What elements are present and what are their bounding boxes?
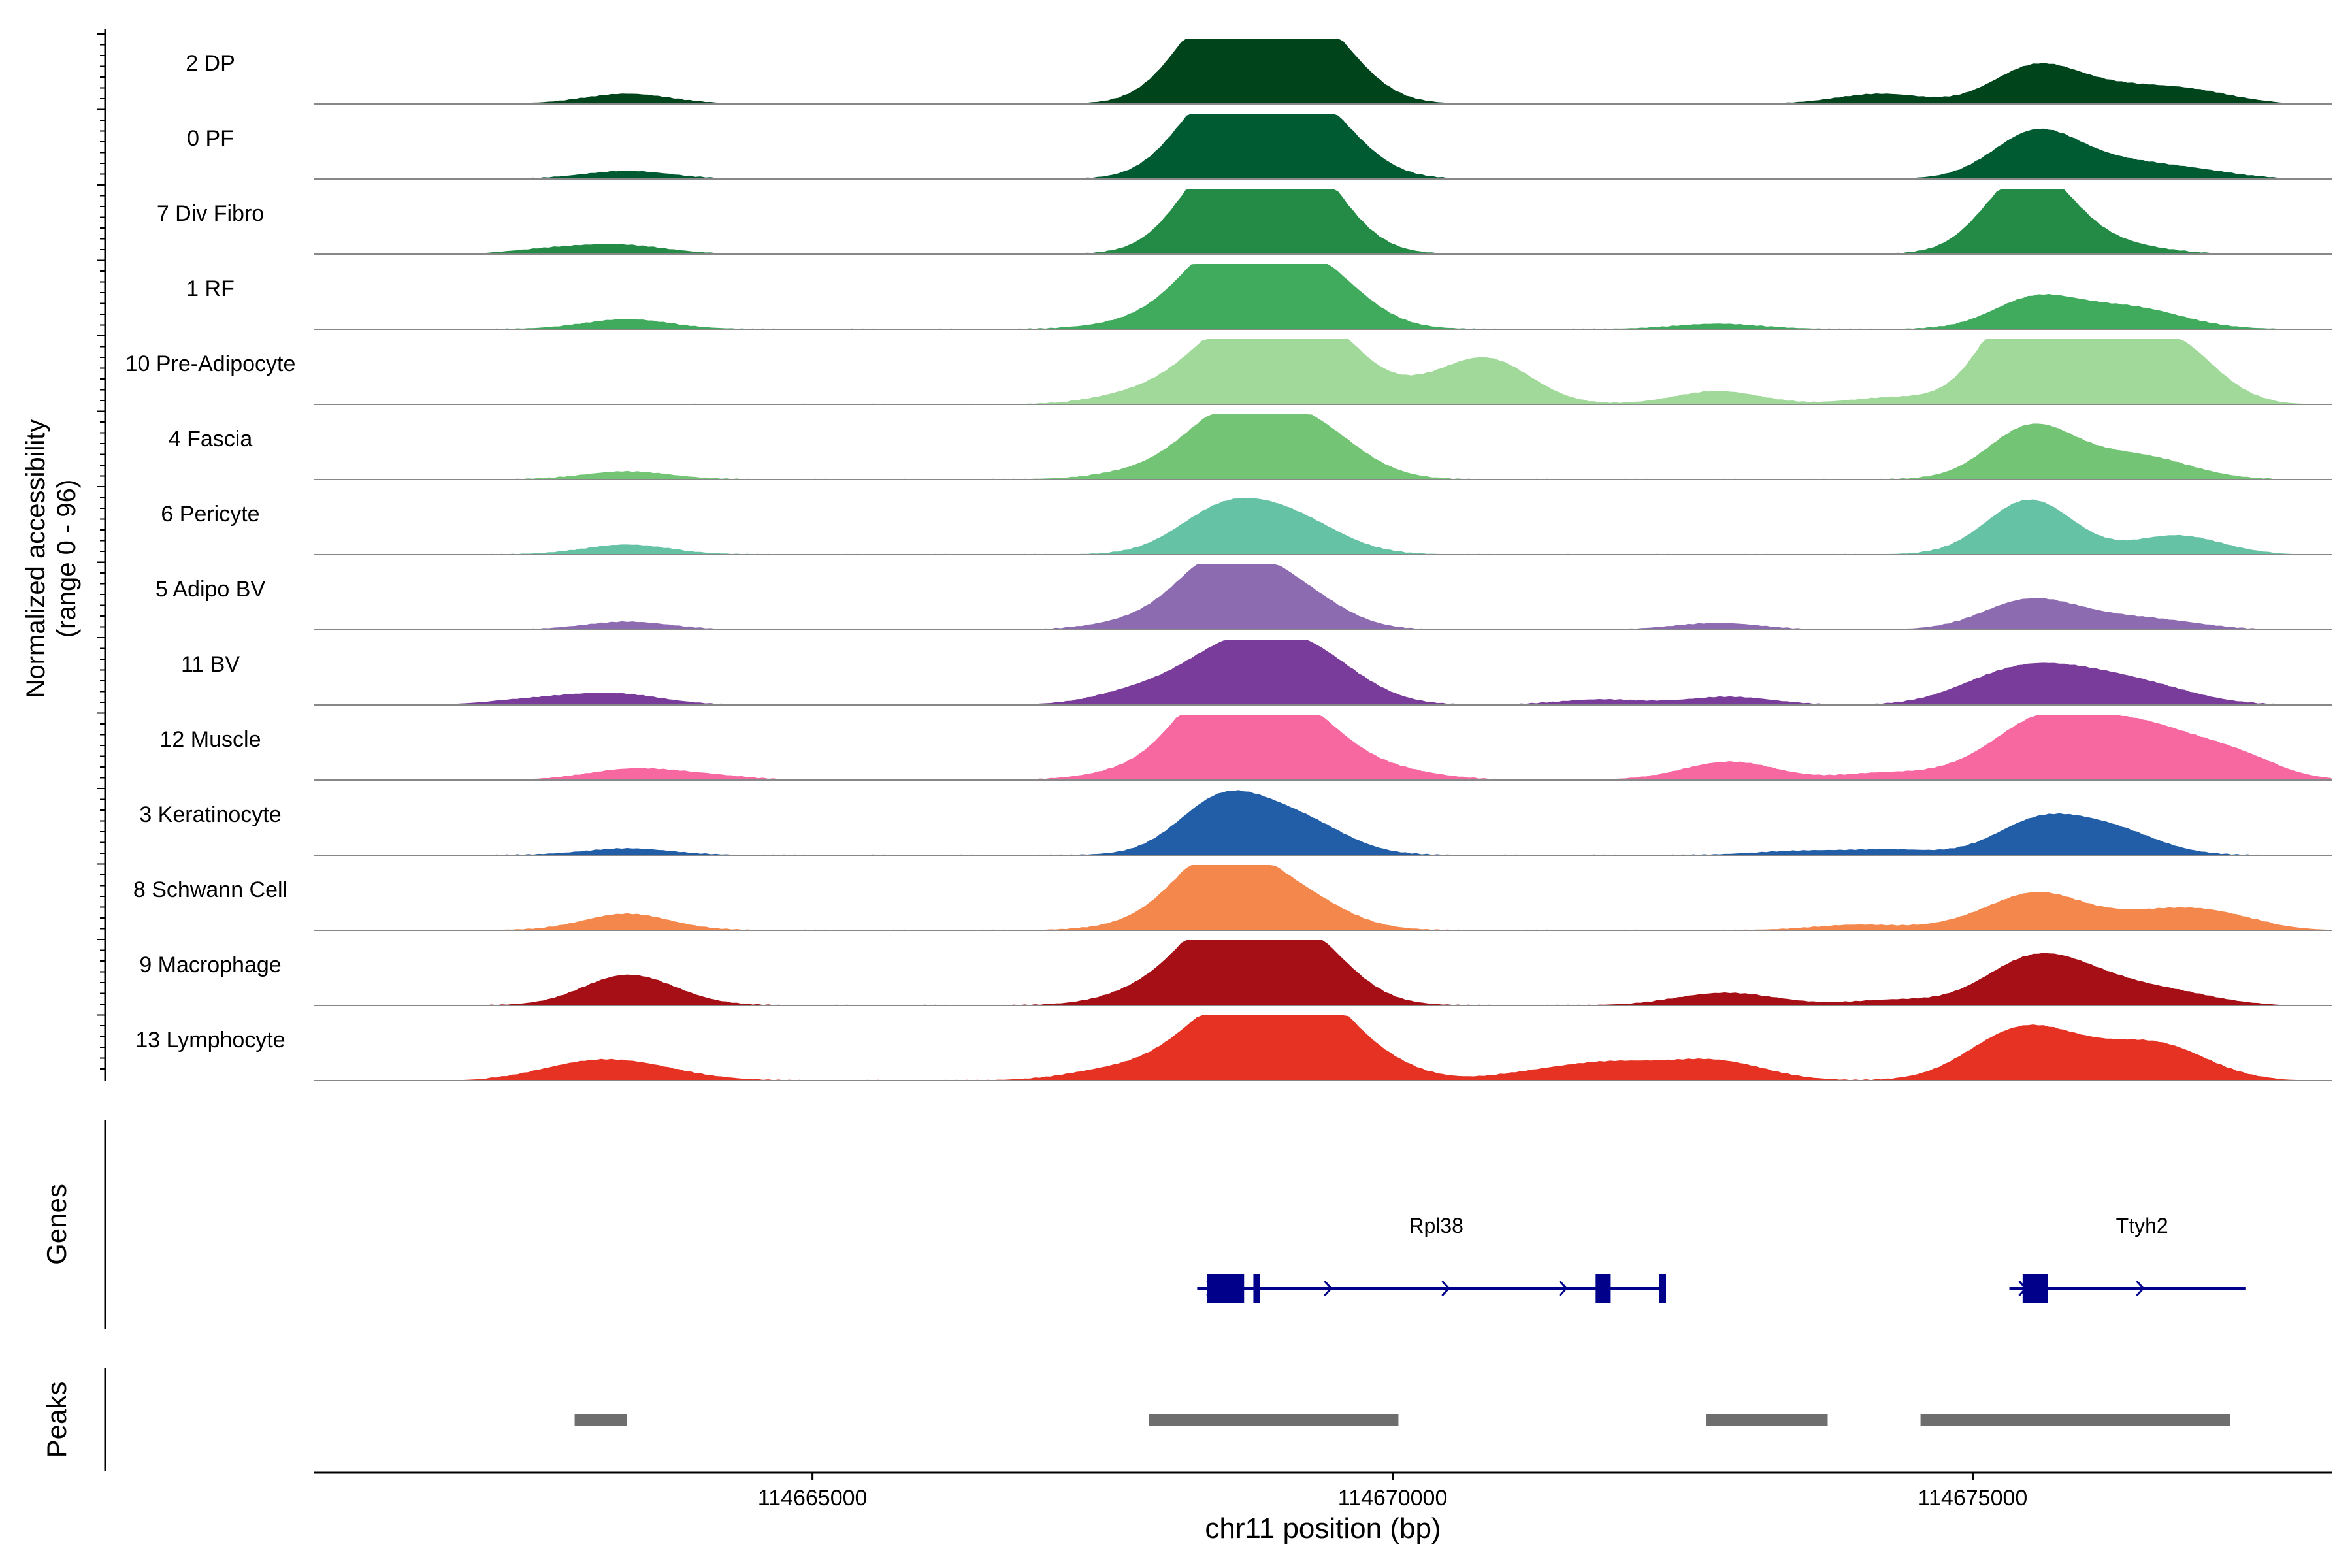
strand-arrow [1559, 1280, 1568, 1297]
coverage-area [314, 189, 2332, 254]
track-4: 10 Pre-Adipocyte [125, 339, 2332, 405]
track-label: 12 Muscle [160, 727, 261, 752]
coverage-area [314, 414, 2332, 480]
strand-arrow [1441, 1280, 1450, 1297]
gene-exon [1253, 1274, 1260, 1303]
track-8: 11 BV [181, 640, 2332, 706]
gene-exon [2022, 1274, 2048, 1303]
coverage-area [314, 497, 2332, 555]
track-label: 6 Pericyte [161, 502, 259, 527]
track-label: 8 Schwann Cell [133, 877, 287, 902]
position-tick-label: 114675000 [1918, 1486, 2028, 1511]
track-2: 7 Div Fibro [157, 189, 2332, 255]
peaks-panel-label: Peaks [41, 1382, 72, 1458]
coverage-area [314, 564, 2332, 630]
coverage-area [314, 264, 2332, 329]
peak-region [1920, 1414, 2230, 1426]
coverage-area [314, 114, 2332, 179]
track-5: 4 Fascia [169, 414, 2332, 480]
genes-panel-label: Genes [41, 1184, 72, 1265]
coverage-area [314, 715, 2332, 780]
track-label: 9 Macrophage [139, 953, 281, 977]
peak-region [574, 1414, 627, 1426]
coverage-area [314, 39, 2332, 104]
peak-regions [574, 1414, 2230, 1426]
track-label: 0 PF [187, 126, 234, 151]
gene-label: Ttyh2 [2116, 1214, 2168, 1237]
track-label: 7 Div Fibro [157, 201, 264, 226]
strand-arrow [2136, 1280, 2145, 1297]
track-7: 5 Adipo BV [155, 564, 2332, 630]
track-label: 3 Keratinocyte [139, 802, 281, 827]
track-13: 13 Lymphocyte [135, 1015, 2332, 1081]
track-label: 2 DP [186, 51, 235, 76]
coverage-tracks: 2 DP 0 PF 7 Div Fibro 1 RF 10 Pre-Adipocyte 4… [125, 39, 2332, 1081]
track-label: 1 RF [186, 276, 235, 301]
position-axis-ticks: 114665000 114670000 114675000 [758, 1473, 2028, 1511]
gene-label: Rpl38 [1409, 1214, 1463, 1237]
track-1: 0 PF [187, 114, 2332, 180]
coverage-area [314, 339, 2332, 404]
gene-exon [1595, 1274, 1611, 1303]
gene-rpl38: Rpl38 [1197, 1214, 1666, 1303]
track-6: 6 Pericyte [161, 497, 2332, 555]
position-axis-label: chr11 position (bp) [1205, 1512, 1441, 1544]
gene-exon [1207, 1274, 1245, 1303]
track-label: 5 Adipo BV [155, 577, 266, 602]
coverage-area [314, 865, 2332, 930]
strand-arrow [1324, 1280, 1333, 1297]
gene-models: Rpl38 Ttyh2 [1197, 1214, 2246, 1303]
gene-ttyh2: Ttyh2 [2009, 1214, 2246, 1303]
track-0: 2 DP [186, 39, 2332, 105]
track-12: 9 Macrophage [139, 940, 2332, 1006]
track-label: 11 BV [181, 652, 240, 677]
coverage-area [314, 640, 2332, 705]
peak-region [1706, 1414, 1828, 1426]
track-11: 8 Schwann Cell [133, 865, 2332, 931]
track-label: 10 Pre-Adipocyte [125, 351, 296, 376]
track-10: 3 Keratinocyte [139, 790, 2332, 856]
gene-exon [1659, 1274, 1666, 1303]
coverage-area [314, 940, 2332, 1005]
position-tick-label: 114670000 [1338, 1486, 1448, 1511]
track-label: 13 Lymphocyte [135, 1028, 285, 1053]
accessibility-axis-ticks [97, 33, 105, 1070]
track-3: 1 RF [186, 264, 2332, 330]
track-label: 4 Fascia [169, 427, 253, 451]
accessibility-axis-label: Normalized accessibility [22, 419, 50, 698]
coverage-area [314, 1015, 2332, 1081]
peak-region [1149, 1414, 1399, 1426]
position-tick-label: 114665000 [758, 1486, 868, 1511]
accessibility-axis-range: (range 0 - 96) [52, 480, 81, 638]
coverage-area [314, 790, 2332, 855]
track-9: 12 Muscle [160, 715, 2332, 781]
